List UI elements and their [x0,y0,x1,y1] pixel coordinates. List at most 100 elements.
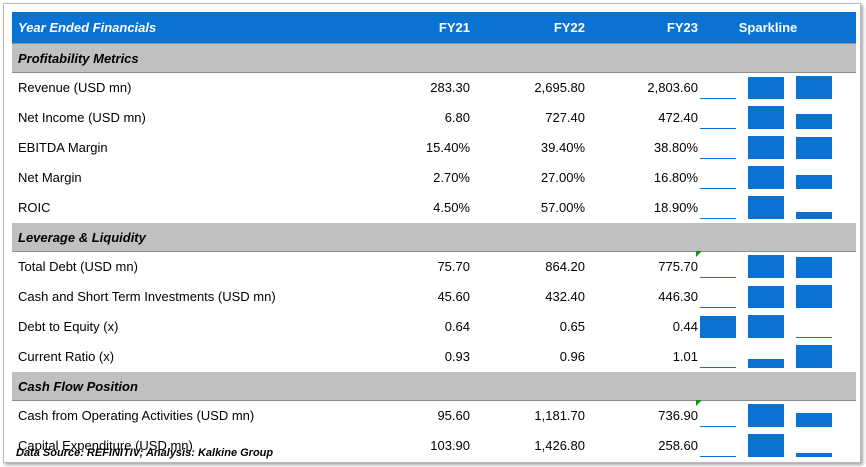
value-text: 736.90 [658,408,698,423]
value-text: 1.01 [672,349,698,364]
value-fy23: 18.90% [587,192,700,223]
value-text: 0.93 [444,349,470,364]
value-fy23: 1.01 [587,341,700,372]
financials-table: Year Ended Financials FY21 FY22 FY23 Spa… [12,12,856,461]
value-text: 38.80% [653,140,698,155]
table-row: Net Income (USD mn) 6.80 727.40 472.40 [12,102,856,133]
value-text: 1,426.80 [534,438,585,453]
sparkline-bar [748,166,784,189]
row-label: EBITDA Margin [12,132,397,163]
sparkline-bar [700,128,736,129]
value-text: 45.60 [437,289,470,304]
value-text: 432.40 [545,289,585,304]
value-fy23: 775.70 [587,251,702,282]
sparkline-bar [748,359,784,368]
sparkline-bar [700,277,736,278]
value-fy22: 2,695.80 [472,72,587,103]
row-label: Net Margin [12,162,397,193]
value-fy23: 16.80% [587,162,700,193]
table-row: Total Debt (USD mn) 75.70 864.20 775.70 [12,251,856,282]
value-fy23: 472.40 [587,102,700,133]
sparkline-bar [748,77,784,99]
sparkline [700,342,856,371]
value-fy21: 2.70% [397,162,472,193]
row-label: Current Ratio (x) [12,341,397,372]
value-text: 2.70% [433,170,470,185]
sparkline-bar [748,106,784,129]
value-fy23: 258.60 [587,430,700,461]
sparkline-bar [748,255,784,278]
sparkline-bar [700,218,736,219]
section-header: Cash Flow Position [12,371,856,401]
value-fy22: 1,426.80 [472,430,587,461]
table-row: Capital Expenditure (USD mn) 103.90 1,426.… [12,430,856,461]
header-title: Year Ended Financials [12,12,397,44]
row-label: Net Income (USD mn) [12,102,397,133]
value-fy23: 38.80% [587,132,700,163]
value-fy21: 283.30 [397,72,472,103]
value-text: 18.90% [653,200,698,215]
value-text: 283.30 [430,80,470,95]
sparkline-bar [796,212,832,219]
sparkline [700,312,856,341]
header-fy21: FY21 [397,12,472,44]
sparkline-bar [748,434,784,457]
sparkline-bar [700,456,736,457]
data-source-footer: Data Source: REFINITIV; Analysis: Kalkin… [16,447,274,459]
sparkline-bar [796,413,832,427]
row-label: Total Debt (USD mn) [12,251,397,282]
header-row: Year Ended Financials FY21 FY22 FY23 Spa… [12,12,856,44]
value-fy21: 95.60 [397,400,472,431]
value-fy23: 2,803.60 [587,72,700,103]
sparkline [700,193,856,222]
sparkline [700,252,856,281]
section-title: Profitability Metrics [12,43,856,73]
value-text: 472.40 [658,110,698,125]
sparkline-bar [796,137,832,159]
value-text: 0.64 [444,319,470,334]
value-text: 727.40 [545,110,585,125]
table-row: ROIC 4.50% 57.00% 18.90% [12,192,856,223]
value-text: 1,181.70 [534,408,585,423]
financials-panel: Year Ended Financials FY21 FY22 FY23 Spa… [3,3,861,463]
sparkline-bar [700,367,736,368]
value-fy22: 0.96 [472,341,587,372]
sparkline-bar [796,285,832,308]
value-fy22: 1,181.70 [472,400,587,431]
sparkline-bar [700,307,736,308]
section-header: Leverage & Liquidity [12,222,856,252]
value-text: 27.00% [540,170,585,185]
value-fy23: 736.90 [587,400,702,431]
section-title: Leverage & Liquidity [12,222,856,252]
sparkline-bar [796,453,832,457]
value-text: 446.30 [658,289,698,304]
value-text: 6.80 [444,110,470,125]
value-text: 0.44 [672,319,698,334]
sparkline [700,133,856,162]
value-text: 864.20 [545,259,585,274]
value-text: 0.65 [559,319,585,334]
value-text: 2,695.80 [534,80,585,95]
value-fy21: 6.80 [397,102,472,133]
sparkline-bar [796,345,832,368]
value-text: 2,803.60 [647,80,698,95]
sparkline-bar [748,286,784,308]
sparkline-cell [700,192,856,223]
value-fy23: 446.30 [587,281,700,312]
comment-marker-icon [696,400,702,406]
value-fy22: 0.65 [472,311,587,342]
sparkline-cell [700,132,856,163]
value-text: 57.00% [540,200,585,215]
row-label: Debt to Equity (x) [12,311,397,342]
sparkline-bar [748,315,784,338]
value-fy22: 39.40% [472,132,587,163]
sparkline-bar [700,316,736,338]
sparkline-cell [700,72,856,103]
sparkline-cell [700,102,856,133]
row-label: Cash and Short Term Investments (USD mn) [12,281,397,312]
row-label: ROIC [12,192,397,223]
sparkline [700,282,856,311]
sparkline-cell [700,430,856,461]
value-fy22: 727.40 [472,102,587,133]
header-fy23: FY23 [587,12,700,44]
